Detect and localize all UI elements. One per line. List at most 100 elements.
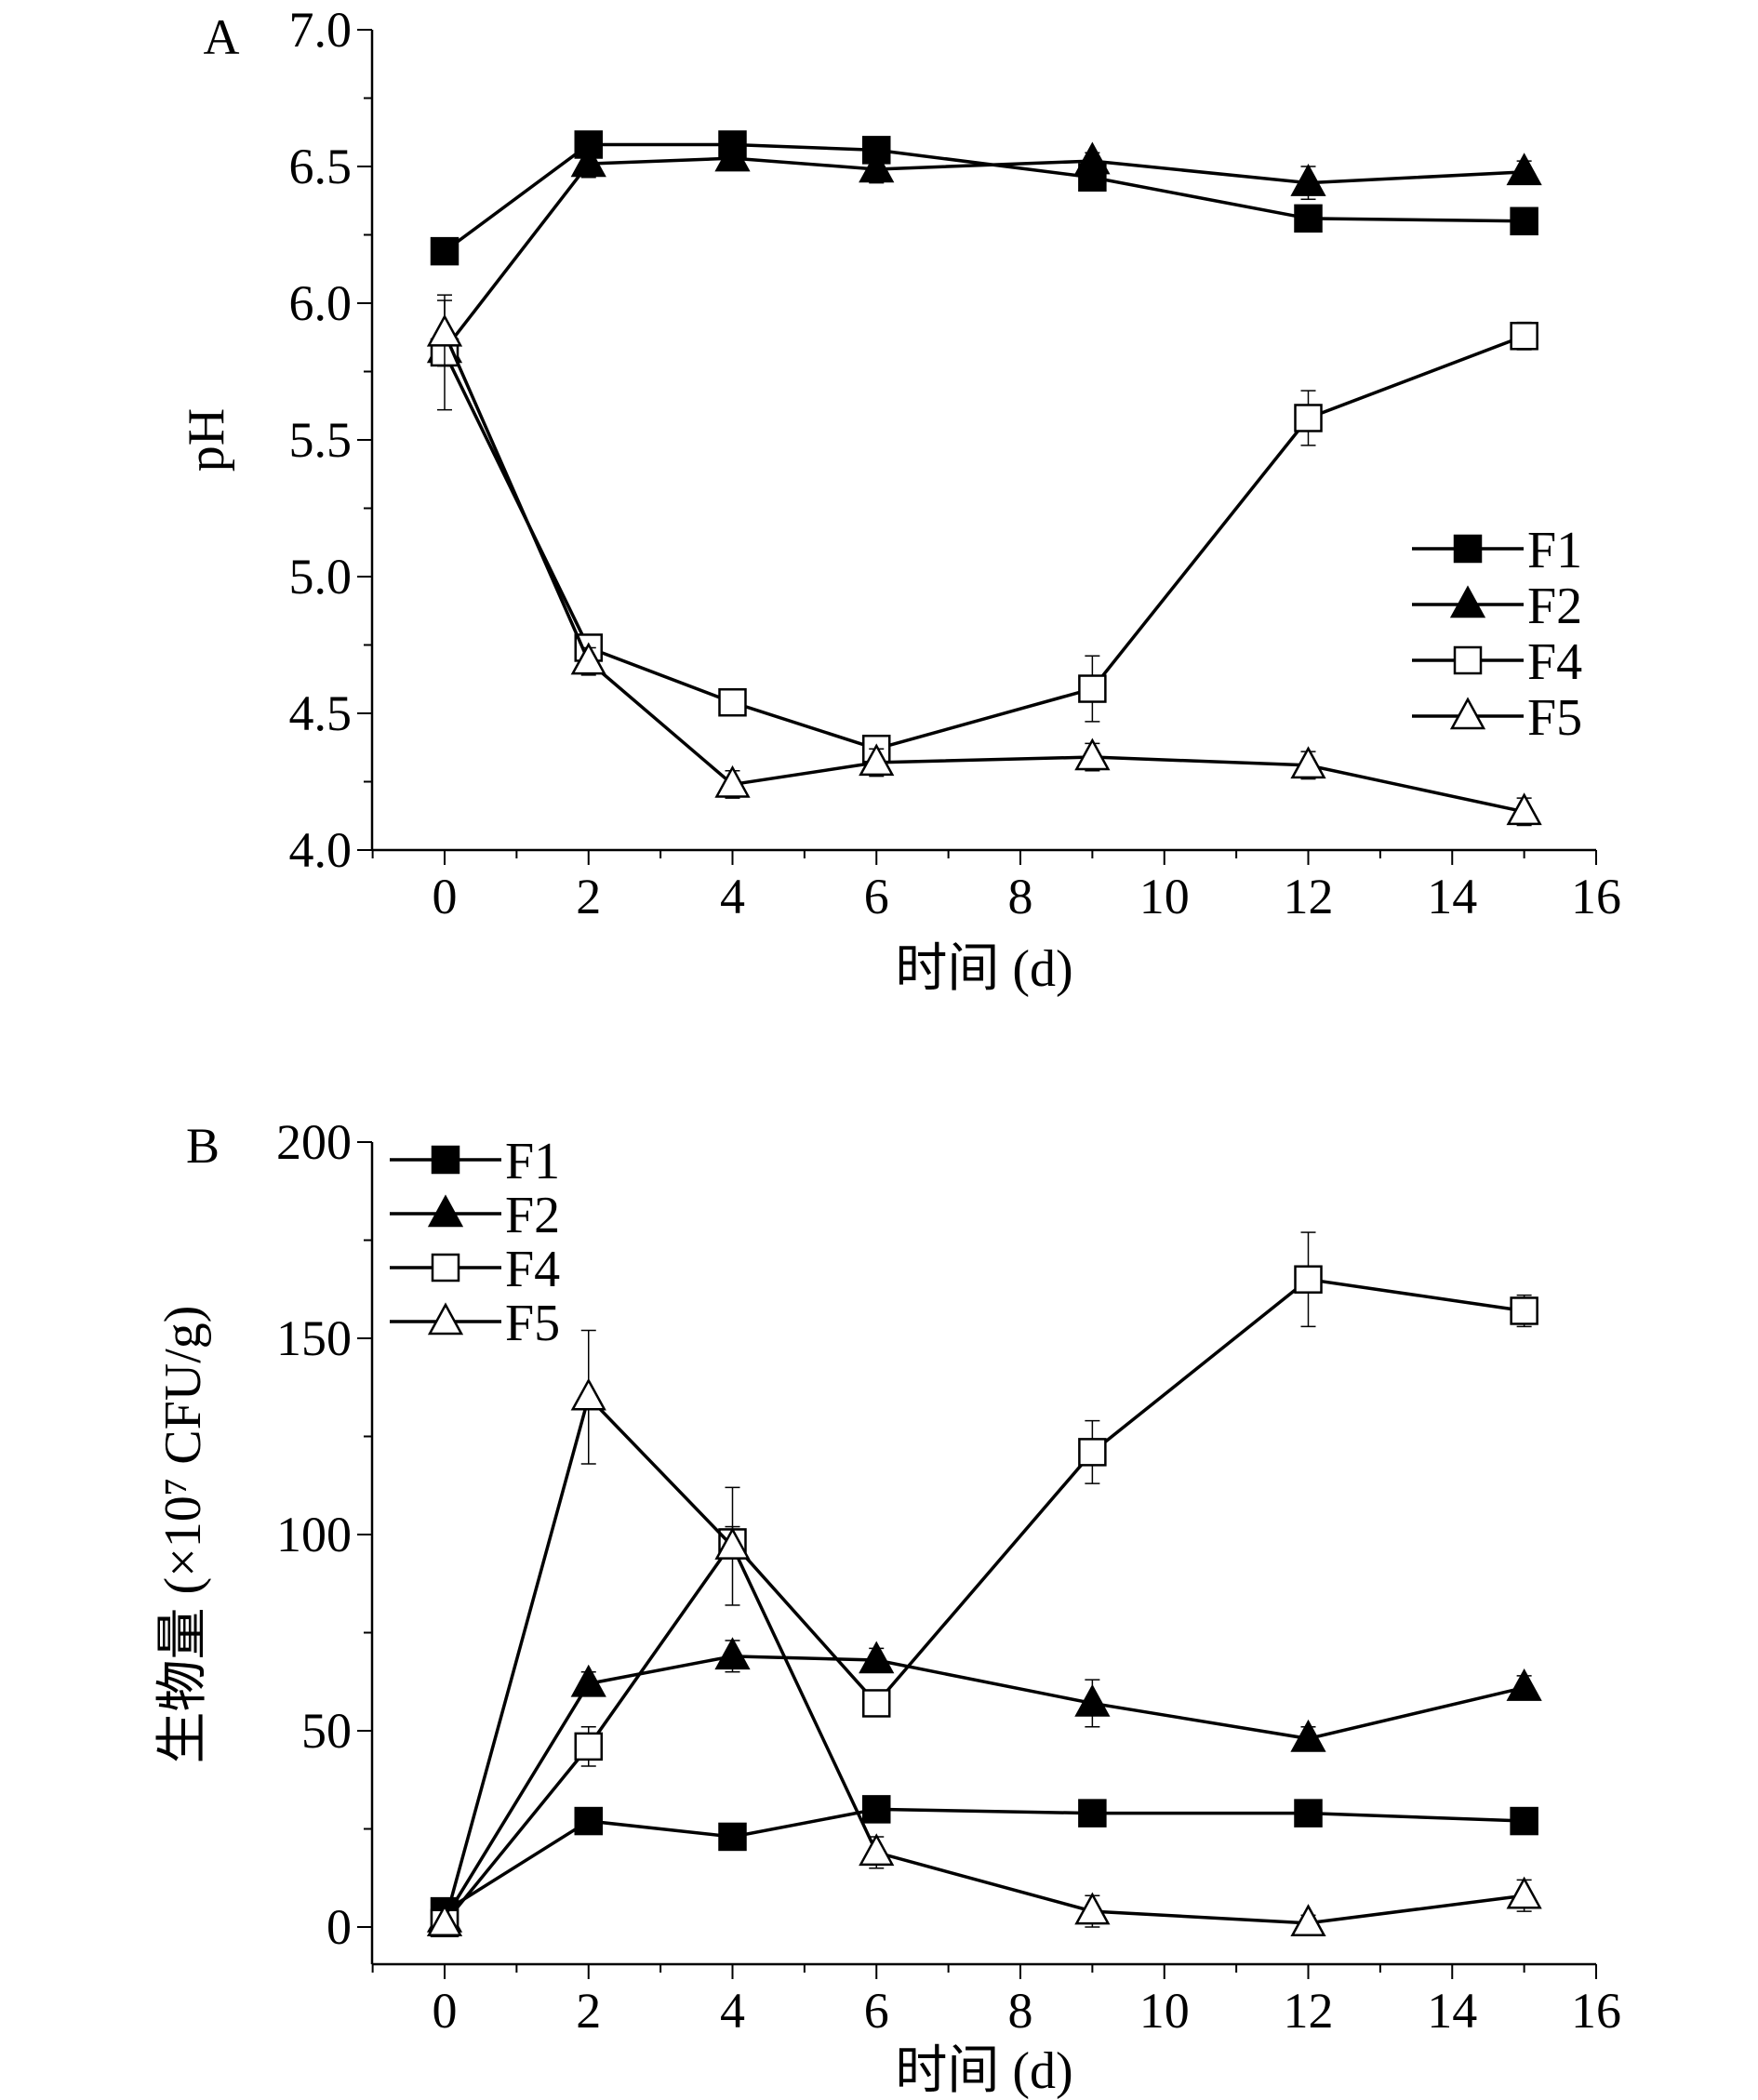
y-tick-label: 5.0 xyxy=(289,549,353,605)
data-point-F1 xyxy=(1510,206,1538,236)
legend-label: F1 xyxy=(1527,522,1582,579)
data-point-F1 xyxy=(862,1795,891,1824)
data-point-F1 xyxy=(430,236,459,266)
legend-marker-F2 xyxy=(1449,585,1486,618)
data-point-F4 xyxy=(1294,1265,1323,1294)
data-point-F5 xyxy=(1074,1892,1111,1925)
data-point-F2 xyxy=(1074,141,1111,175)
data-point-F2 xyxy=(714,1637,751,1670)
x-tick-label: 16 xyxy=(1571,869,1621,924)
chart-panel-A: 0 2 4 6 8 10 12 14 16 4.0 4.5 5.0 5.5 6.0 6.5 7.0 A 时间 (d… xyxy=(178,2,1621,998)
y-tick-label: 150 xyxy=(276,1310,352,1366)
x-tick-label: 8 xyxy=(1008,869,1033,924)
x-tick-label: 4 xyxy=(720,869,745,924)
y-tick-label: 5.5 xyxy=(289,412,353,468)
y-tick-label: 6.5 xyxy=(289,139,353,194)
data-point-F2 xyxy=(1074,1683,1111,1717)
y-axis-label: pH xyxy=(178,408,235,472)
panel-label: B xyxy=(186,1118,220,1174)
x-tick-label: 2 xyxy=(576,1983,601,2039)
series-line-F4 xyxy=(443,1277,1525,1924)
y-tick-label: 200 xyxy=(276,1114,352,1170)
legend-marker-F2 xyxy=(427,1194,464,1228)
data-point-F5 xyxy=(426,1904,463,1937)
series-line-F2 xyxy=(443,156,1525,352)
legend-label: F2 xyxy=(1527,578,1582,635)
x-tick-label: 6 xyxy=(864,1983,889,2039)
series-line-F5 xyxy=(443,332,1525,814)
data-point-F5 xyxy=(859,743,895,777)
data-point-F5 xyxy=(714,764,751,798)
series-line-F1 xyxy=(443,142,1525,253)
data-point-F1 xyxy=(1294,204,1323,233)
data-point-F5 xyxy=(859,1833,895,1867)
y-tick-label: 7.0 xyxy=(289,2,353,58)
series-F2 xyxy=(426,139,1542,364)
panel-label: A xyxy=(204,9,240,65)
data-point-F4 xyxy=(1078,674,1107,703)
series-line-F4 xyxy=(443,334,1525,751)
data-point-F1 xyxy=(1078,1799,1107,1828)
legend-marker-F5 xyxy=(427,1302,464,1336)
data-point-F5 xyxy=(1506,1876,1542,1909)
x-tick-label: 12 xyxy=(1284,1983,1334,2039)
legend-label: F2 xyxy=(505,1187,560,1244)
data-point-F4 xyxy=(718,687,747,717)
data-point-F5 xyxy=(1506,792,1542,826)
data-point-F2 xyxy=(859,1641,895,1674)
series-line-F1 xyxy=(444,1807,1525,1913)
data-point-F1 xyxy=(574,1806,603,1836)
data-point-F5 xyxy=(1290,746,1326,779)
data-point-F5 xyxy=(570,1377,606,1411)
x-tick-label: 14 xyxy=(1427,1983,1477,2039)
legend-label: F5 xyxy=(1527,689,1582,747)
series-F2 xyxy=(426,1637,1542,1933)
y-tick-label: 4.0 xyxy=(289,822,353,878)
y-tick-label: 100 xyxy=(276,1507,352,1562)
series-F4 xyxy=(430,294,1538,764)
series-F5 xyxy=(426,1329,1542,1937)
data-point-F4 xyxy=(862,1689,891,1718)
x-tick-label: 8 xyxy=(1008,1983,1033,2039)
chart-panel-B: 0 2 4 6 8 10 12 14 16 0 50 100 150 200 B 时间 (d) 生物量 (×10… xyxy=(154,1114,1621,2100)
data-point-F5 xyxy=(714,1527,751,1560)
data-point-F2 xyxy=(570,144,606,178)
x-tick-label: 2 xyxy=(576,869,601,924)
x-tick-label: 4 xyxy=(720,1983,745,2039)
x-tick-label: 0 xyxy=(433,869,458,924)
data-point-F2 xyxy=(859,150,895,183)
x-tick-label: 16 xyxy=(1571,1983,1621,2039)
legend-marker-F4 xyxy=(1453,645,1483,675)
data-point-F2 xyxy=(1506,1668,1542,1701)
legend-marker-F1 xyxy=(431,1145,460,1175)
x-tick-label: 14 xyxy=(1427,869,1477,924)
data-point-F1 xyxy=(1294,1799,1323,1828)
legend-marker-F5 xyxy=(1449,697,1486,730)
data-point-F4 xyxy=(1078,1438,1107,1467)
data-point-F5 xyxy=(426,313,463,347)
legend-label: F1 xyxy=(505,1133,560,1190)
data-point-F5 xyxy=(1290,1904,1326,1937)
x-tick-label: 10 xyxy=(1139,1983,1190,2039)
data-point-F5 xyxy=(1074,738,1111,771)
data-point-F4 xyxy=(574,1732,603,1761)
x-tick-label: 12 xyxy=(1284,869,1334,924)
data-point-F4 xyxy=(1510,322,1538,351)
legend-label: F5 xyxy=(505,1295,560,1352)
data-point-F2 xyxy=(570,1664,606,1697)
series-line-F5 xyxy=(443,1393,1525,1925)
series-F5 xyxy=(426,299,1542,827)
y-axis-label: 生物量 (×10⁷ CFU/g) xyxy=(154,1306,212,1764)
x-tick-label: 10 xyxy=(1139,869,1190,924)
data-point-F2 xyxy=(1290,1719,1326,1752)
x-tick-label: 0 xyxy=(433,1983,458,2039)
legend-label: F4 xyxy=(1527,633,1582,691)
x-axis-label: 时间 (d) xyxy=(895,2042,1072,2100)
data-point-F2 xyxy=(714,139,751,172)
x-tick-label: 6 xyxy=(864,869,889,924)
series-line-F2 xyxy=(443,1655,1525,1921)
data-point-F4 xyxy=(1294,404,1323,432)
